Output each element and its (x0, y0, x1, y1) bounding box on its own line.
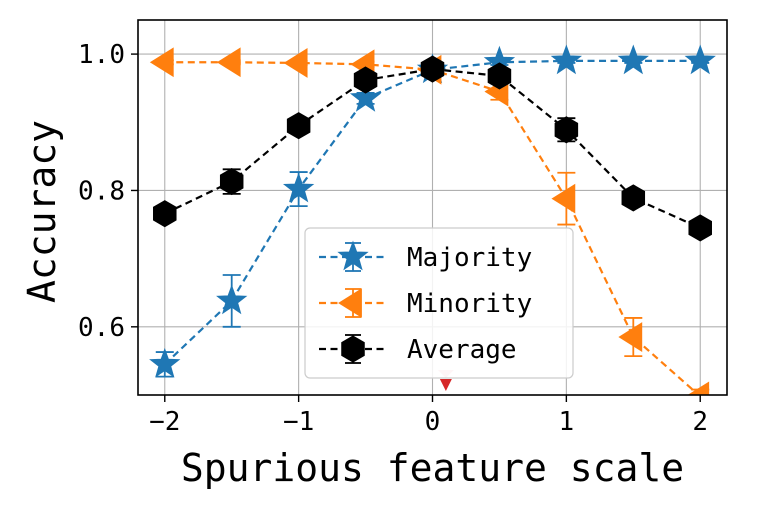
triangle-left-marker-legend (338, 288, 362, 318)
triangle-left-marker-point (216, 47, 241, 78)
hexagon-marker-point (487, 62, 512, 90)
hexagon-marker-point (153, 200, 177, 228)
triangle-left-marker-point (687, 381, 710, 395)
x-tick-label: −1 (283, 407, 314, 437)
axis-ticks: −2 −1 0 1 2 0.6 0.8 1.0 (78, 40, 708, 437)
hexagon-marker-point (420, 55, 445, 83)
star-marker-legend (337, 240, 369, 271)
legend-entry-minority: Minority (319, 288, 532, 319)
star-marker-point (684, 44, 716, 75)
x-axis-title: Spurious feature scale (181, 446, 684, 490)
legend-symbol-minority (319, 288, 387, 318)
triangle-left-marker-point (551, 183, 576, 214)
series-majority (149, 44, 716, 378)
x-tick-label: −2 (149, 407, 180, 437)
legend-entry-average: Average (319, 334, 517, 365)
star-marker-point (349, 81, 382, 112)
legend: Majority Minority Average (304, 227, 574, 379)
x-tick-label: 0 (425, 407, 441, 437)
series-layer (149, 44, 716, 395)
x-tick-label: 1 (559, 407, 575, 437)
legend-symbol-average (319, 334, 387, 364)
hexagon-marker-point (286, 112, 311, 140)
y-tick-label: 1.0 (78, 40, 125, 70)
y-tick-label: 0.8 (78, 176, 125, 206)
legend-box (304, 227, 574, 379)
hexagon-marker-point (219, 168, 244, 196)
hexagon-marker-point (353, 66, 378, 94)
legend-label-minority: Minority (407, 289, 532, 319)
hexagon-marker-point (621, 184, 646, 212)
hexagon-marker-legend (341, 335, 365, 363)
y-tick-label: 0.6 (78, 313, 125, 343)
star-marker-point (216, 284, 248, 315)
legend-label-majority: Majority (407, 243, 532, 273)
series-average (153, 55, 712, 242)
annotation-triangle-marker (439, 379, 452, 391)
triangle-left-marker-point (283, 48, 308, 78)
triangle-left-marker-point (618, 322, 643, 352)
legend-label-average: Average (407, 335, 517, 365)
star-marker-point (617, 44, 649, 75)
y-axis-title: Accuracy (20, 120, 64, 303)
x-tick-label: 2 (692, 407, 708, 437)
star-marker-point (282, 172, 315, 203)
star-marker-point (149, 347, 181, 378)
triangle-left-marker-point (149, 47, 174, 78)
hexagon-marker-point (554, 116, 579, 144)
legend-entry-majority: Majority (319, 240, 532, 273)
star-marker-point (550, 44, 583, 75)
legend-symbol-majority (319, 240, 387, 272)
hexagon-marker-point (688, 214, 712, 242)
